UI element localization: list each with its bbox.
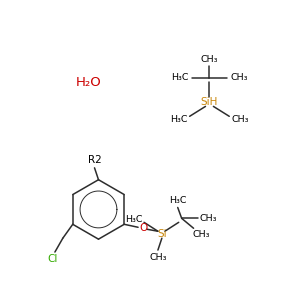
Text: H₂O: H₂O xyxy=(76,76,101,89)
Text: CH₃: CH₃ xyxy=(231,115,249,124)
Text: CH₃: CH₃ xyxy=(149,253,167,262)
Text: O: O xyxy=(139,223,147,233)
Text: H₃C: H₃C xyxy=(170,115,188,124)
Text: H₃C: H₃C xyxy=(171,73,188,82)
Text: H₃C: H₃C xyxy=(125,215,143,224)
Text: CH₃: CH₃ xyxy=(201,55,218,64)
Text: Si: Si xyxy=(157,229,167,239)
Text: H₃C: H₃C xyxy=(169,196,187,205)
Text: CH₃: CH₃ xyxy=(230,73,248,82)
Text: SiH: SiH xyxy=(201,98,218,107)
Text: Cl: Cl xyxy=(48,254,58,264)
Text: CH₃: CH₃ xyxy=(200,214,217,223)
Text: CH₃: CH₃ xyxy=(193,230,210,239)
Text: R2: R2 xyxy=(88,155,101,165)
